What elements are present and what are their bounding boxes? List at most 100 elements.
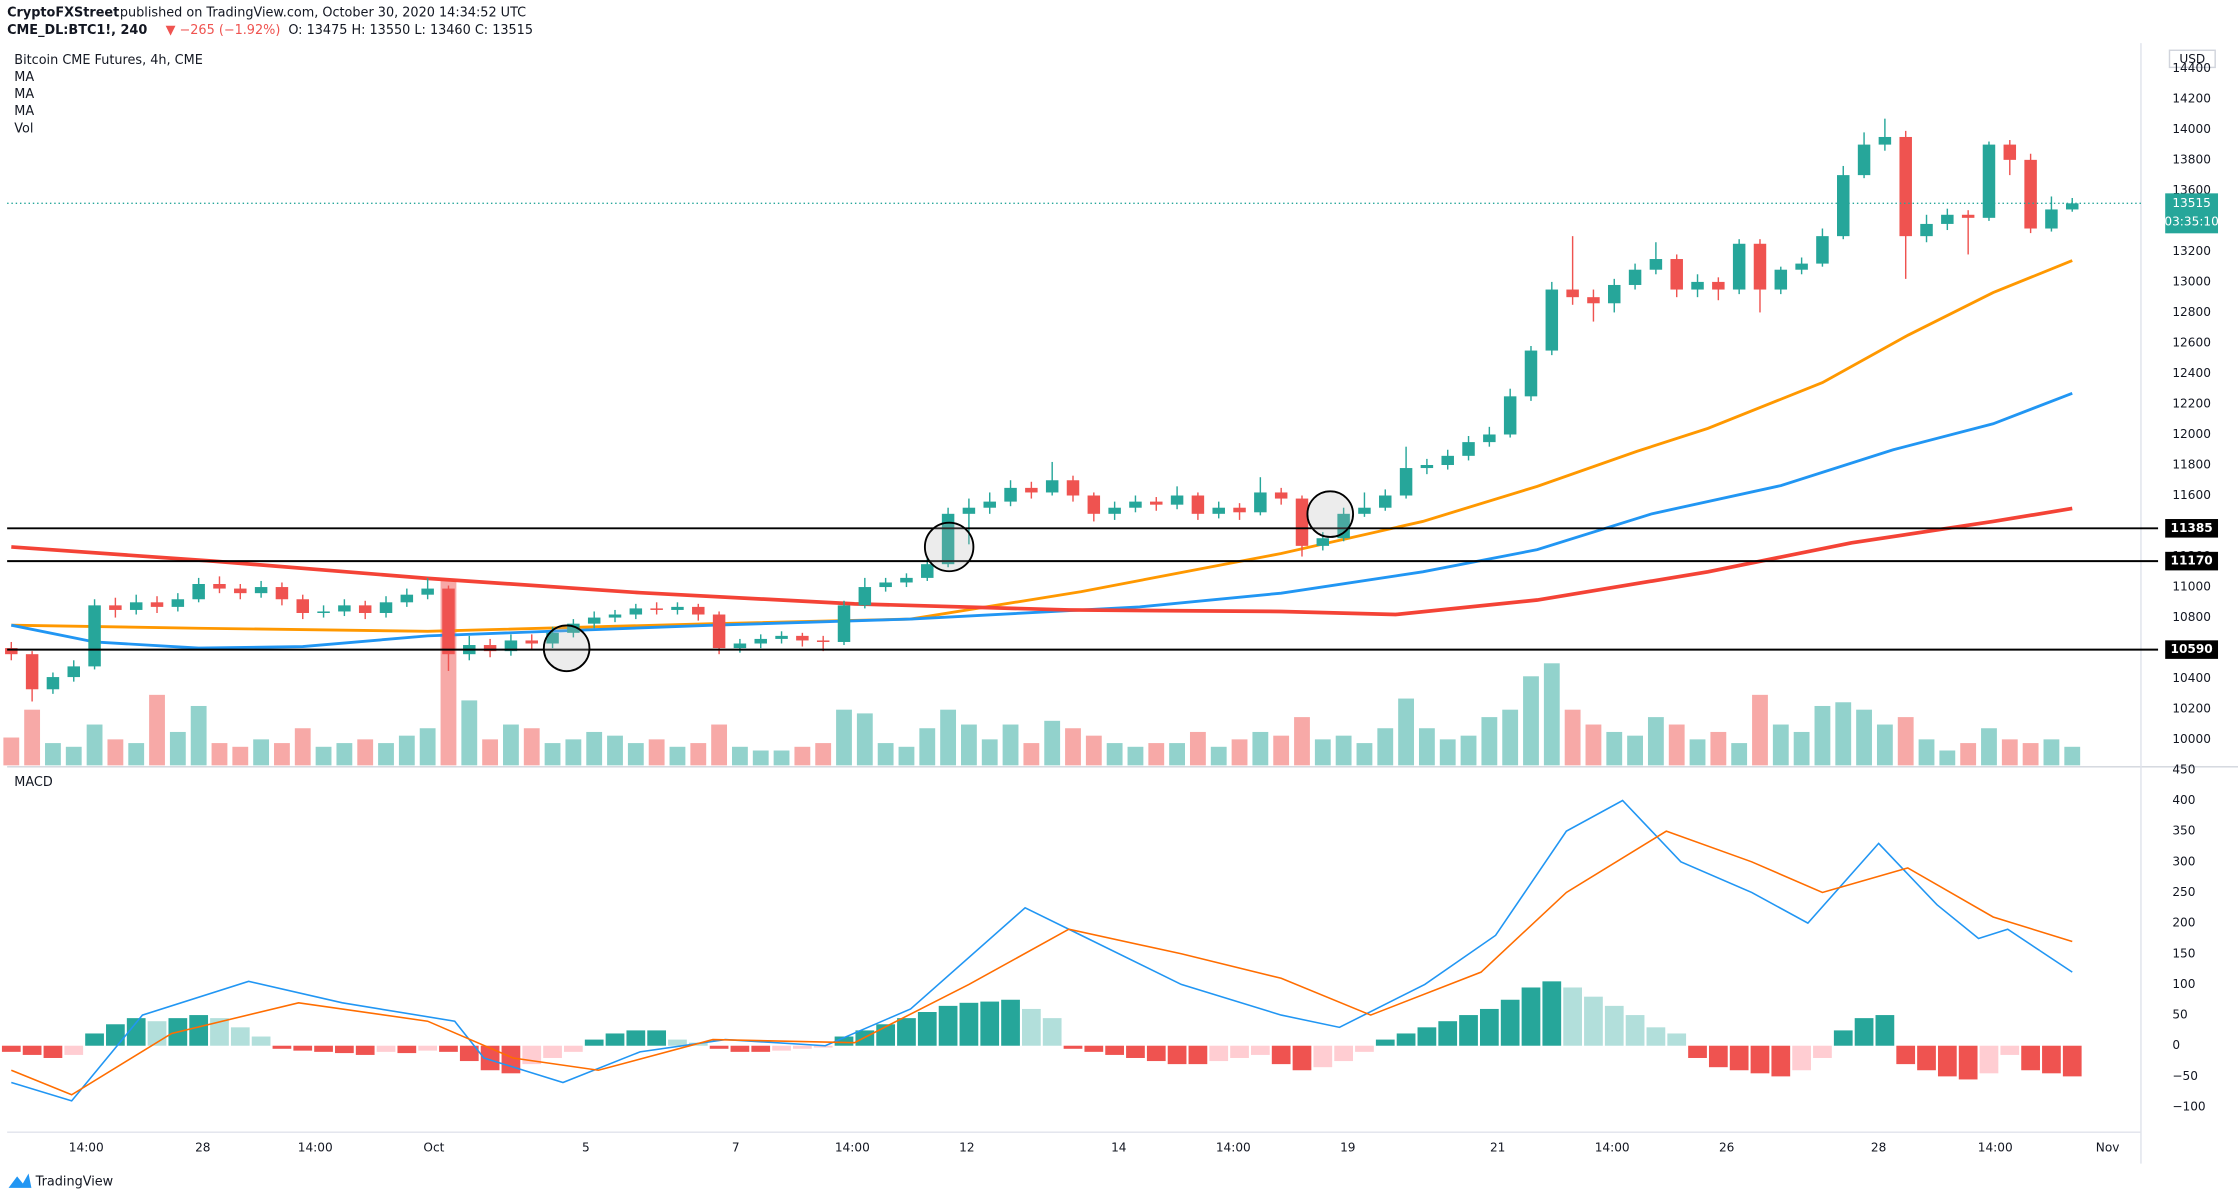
volume-bar [836,709,852,766]
histogram-bar [1667,1033,1687,1046]
candle-body [275,587,289,600]
candle-body [171,599,185,607]
candle-body [1066,480,1080,496]
volume-bar [1856,709,1872,766]
candle-body [1670,259,1683,290]
x-tick-label: 14:00 [69,1140,104,1154]
candle-body [504,640,518,652]
level-label-box [2165,551,2219,571]
candle-body [442,588,455,655]
histogram-bar [1792,1045,1811,1071]
price-label: 13515 [2172,196,2211,210]
histogram-bar [1854,1018,1874,1046]
histogram-bar [1563,987,1582,1046]
histogram-bar [230,1027,250,1046]
author: CryptoFXStreet [7,6,119,21]
y-tick-label: 14000 [2172,122,2211,136]
candle-body [587,617,601,624]
legend-ma: MA [14,104,34,119]
histogram-bar [1209,1045,1229,1062]
volume-bar [2064,746,2081,766]
volume-bar [461,700,478,766]
histogram-bar [1001,999,1020,1046]
histogram-bar [210,1018,229,1046]
ohlc: O: 13475 H: 13550 L: 13460 C: 13515 [288,23,533,38]
currency: USD [2179,52,2205,66]
volume-bar [1085,735,1102,766]
y-tick-label: 100 [2172,977,2195,991]
histogram-bar [605,1033,625,1046]
y-tick-label: 0 [2172,1038,2180,1052]
histogram-bar [1105,1045,1125,1055]
candle-body [525,640,538,644]
chart-title: Bitcoin CME Futures, 4h, CME [14,53,203,68]
macd-line [11,830,2073,1096]
candle-body [1837,175,1850,237]
candle-body [1254,492,1267,513]
candle-body [671,606,684,610]
histogram-bar [626,1030,646,1046]
histogram-bar [480,1045,500,1071]
currency-box [2168,49,2216,69]
histogram-bar [1979,1045,1999,1074]
volume-bar [169,731,186,766]
histogram-bar [272,1045,292,1049]
y-tick-label: 13800 [2172,152,2211,166]
histogram-bar [668,1039,687,1046]
x-tick-label: 14:00 [1216,1140,1251,1154]
legend-ma: MA [14,87,34,102]
volume-bar [1210,746,1227,766]
volume-bar [2043,739,2060,766]
volume-bar [482,739,499,766]
histogram-bar [730,1045,750,1052]
volume-bar [648,739,665,766]
candle-body [1920,223,1933,237]
histogram-bar [418,1045,438,1051]
candle-body [1628,269,1642,285]
candle-body [858,587,872,606]
histogram-bar [43,1045,63,1058]
histogram-bar [1188,1045,1208,1065]
candle-body [754,638,767,644]
y-tick-label: 300 [2172,854,2195,868]
volume-bar [981,739,998,766]
candle-body [1545,289,1559,351]
circle [923,521,975,573]
histogram-bar [126,1018,146,1046]
histogram-bar [1646,1027,1666,1046]
histogram-bar [1459,1015,1478,1046]
volume-bar [253,739,270,766]
volume-bar [1148,743,1165,766]
volume-bar [24,709,41,766]
volume-bar [1689,739,1706,766]
histogram-bar [1688,1045,1707,1058]
candle-body [1941,214,1954,224]
x-tick-label: 26 [1719,1140,1734,1154]
candle-body [1316,538,1330,546]
y-tick-label: 12200 [2172,396,2211,410]
price-label-box [2165,193,2219,234]
volume-bar [149,694,165,766]
volume-bar [898,746,915,766]
candle-body [1420,464,1434,469]
candle-body [1399,468,1413,496]
candle-body [129,602,143,610]
volume-bar [336,743,353,766]
x-tick-label: 14:00 [835,1140,870,1154]
volume-bar [773,750,790,766]
volume-bar [1585,724,1602,766]
candle-body [1899,136,1912,237]
x-tick-label: 14:00 [298,1140,333,1154]
y-tick-label: 13000 [2172,274,2211,288]
volume-bar [752,750,769,766]
histogram-bar [293,1045,313,1051]
candle-body [400,594,414,603]
candle-body [1795,263,1808,270]
volume-bar [1939,750,1956,766]
x-tick-label: 12 [959,1140,974,1154]
y-tick-label: 13200 [2172,244,2211,258]
volume-bar [128,743,145,766]
histogram-bar [564,1045,583,1052]
